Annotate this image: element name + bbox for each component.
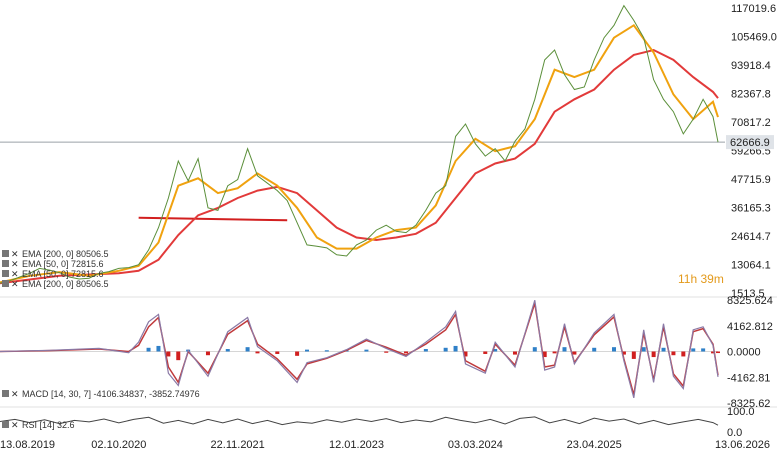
macd-y-tick-label-2: 0.0000	[727, 347, 761, 359]
macd-signal-line	[0, 303, 719, 395]
macd-histogram-bar	[532, 347, 537, 352]
indicator-close-icon-2[interactable]: ✕	[11, 269, 19, 279]
macd-histogram-bar	[275, 351, 280, 354]
price-series-line	[0, 4, 719, 284]
x-tick-label-4: 03.03.2024	[448, 439, 503, 451]
macd-histogram-bar	[364, 349, 369, 352]
macd-histogram-bar	[661, 347, 666, 352]
macd-histogram-bar	[245, 347, 250, 352]
macd-settings-icon[interactable]	[2, 390, 9, 397]
rsi-settings-icon[interactable]	[2, 421, 9, 428]
x-tick-label-1: 02.10.2020	[91, 439, 146, 451]
main-y-tick-label-9: 13064.1	[731, 260, 771, 272]
macd-histogram-bar	[483, 351, 488, 354]
indicator-settings-icon-3[interactable]	[2, 280, 9, 287]
main-y-tick-label-7: 36165.3	[731, 203, 771, 215]
macd-histogram-bar	[305, 349, 310, 352]
macd-histogram-bar	[443, 347, 448, 352]
macd-histogram-bar	[621, 351, 626, 355]
indicator-close-icon-0[interactable]: ✕	[11, 249, 19, 259]
indicator-settings-icon-0[interactable]	[2, 250, 9, 257]
macd-y-tick-label-1: 4162.812	[727, 321, 773, 333]
macd-histogram-bar	[156, 345, 161, 352]
macd-histogram-bar	[295, 351, 300, 356]
macd-histogram-bar	[651, 351, 656, 358]
macd-histogram-bar	[701, 348, 706, 352]
macd-histogram-bar	[146, 347, 151, 352]
macd-histogram-bar	[166, 351, 171, 357]
candle-countdown: 11h 39m	[678, 272, 724, 286]
rsi-line	[0, 416, 719, 426]
macd-histogram-bar	[225, 349, 230, 352]
macd-histogram-bar	[205, 351, 210, 356]
macd-line	[0, 300, 719, 399]
current-price-label: 62666.9	[730, 137, 770, 149]
macd-histogram-bar	[671, 351, 676, 356]
indicator-close-icon-1[interactable]: ✕	[11, 259, 19, 269]
macd-histogram-bar	[562, 347, 567, 352]
macd-y-tick-label-3: -4162.81	[727, 372, 770, 384]
macd-histogram-bar	[542, 351, 547, 358]
macd-y-tick-label-4: -8325.62	[727, 398, 770, 410]
macd-histogram-bar	[176, 351, 181, 361]
macd-histogram-bar	[423, 349, 428, 352]
main-y-tick-label-4: 70817.2	[731, 117, 771, 129]
current-price-tag	[726, 135, 774, 150]
macd-histogram-bar	[716, 351, 720, 354]
indicator-close-icon-3[interactable]: ✕	[11, 279, 19, 289]
macd-histogram-bar	[612, 347, 617, 352]
main-y-tick-label-10: 1513.5	[731, 288, 765, 300]
macd-histogram-bar	[463, 351, 468, 357]
main-y-tick-label-6: 47715.9	[731, 174, 771, 186]
ema-50-line	[0, 23, 719, 284]
indicator-legend-2: EMA [50, 0] 72815.6	[22, 269, 104, 279]
macd-y-tick-label-0: 8325.624	[727, 295, 773, 307]
x-tick-label-0: 13.08.2019	[0, 439, 55, 451]
rsi-legend: RSI [14] 32.6	[22, 420, 75, 430]
main-y-tick-label-1: 105469.0	[731, 31, 777, 43]
rsi-y-tick-label-1: 0.0	[727, 427, 742, 439]
main-y-tick-label-3: 82367.8	[731, 88, 771, 100]
indicator-legend-0: EMA [200, 0] 80506.5	[22, 249, 109, 259]
macd-histogram-bar	[324, 350, 329, 352]
macd-histogram-bar	[631, 351, 636, 359]
macd-histogram-bar	[691, 348, 696, 352]
macd-histogram-bar	[681, 351, 686, 357]
macd-histogram-bar	[592, 347, 597, 352]
rsi-y-tick-label-0: 100.0	[727, 406, 755, 418]
macd-histogram-bar	[552, 351, 557, 354]
macd-histogram-bar	[711, 351, 716, 354]
x-tick-label-2: 22.11.2021	[211, 439, 265, 451]
macd-histogram-bar	[512, 351, 517, 355]
macd-close-icon[interactable]: ✕	[11, 389, 19, 399]
x-tick-label-6: 13.06.2026	[715, 439, 770, 451]
macd-histogram-bar	[384, 351, 389, 353]
macd-histogram-bar	[493, 349, 498, 352]
macd-histogram-bar	[572, 351, 577, 355]
main-y-tick-label-0: 117019.6	[731, 3, 776, 15]
indicator-settings-icon-2[interactable]	[2, 270, 9, 277]
indicator-settings-icon-1[interactable]	[2, 260, 9, 267]
macd-histogram-bar	[641, 347, 646, 352]
main-y-tick-label-2: 93918.4	[731, 60, 771, 72]
main-y-tick-label-8: 24614.7	[731, 231, 771, 243]
macd-histogram-bar	[404, 351, 409, 354]
indicator-legend-1: EMA [50, 0] 72815.6	[22, 259, 104, 269]
macd-legend: MACD [14, 30, 7] -4106.34837, -3852.7497…	[22, 389, 200, 399]
ema-200-line	[0, 48, 719, 285]
indicator-legend-3: EMA [200, 0] 80506.5	[22, 279, 109, 289]
rsi-close-icon[interactable]: ✕	[11, 420, 19, 430]
x-tick-label-3: 12.01.2023	[329, 439, 384, 451]
macd-histogram-bar	[453, 345, 458, 352]
support-trend-line[interactable]	[138, 216, 288, 222]
macd-histogram-bar	[255, 351, 260, 354]
x-tick-label-5: 23.04.2025	[567, 439, 622, 451]
